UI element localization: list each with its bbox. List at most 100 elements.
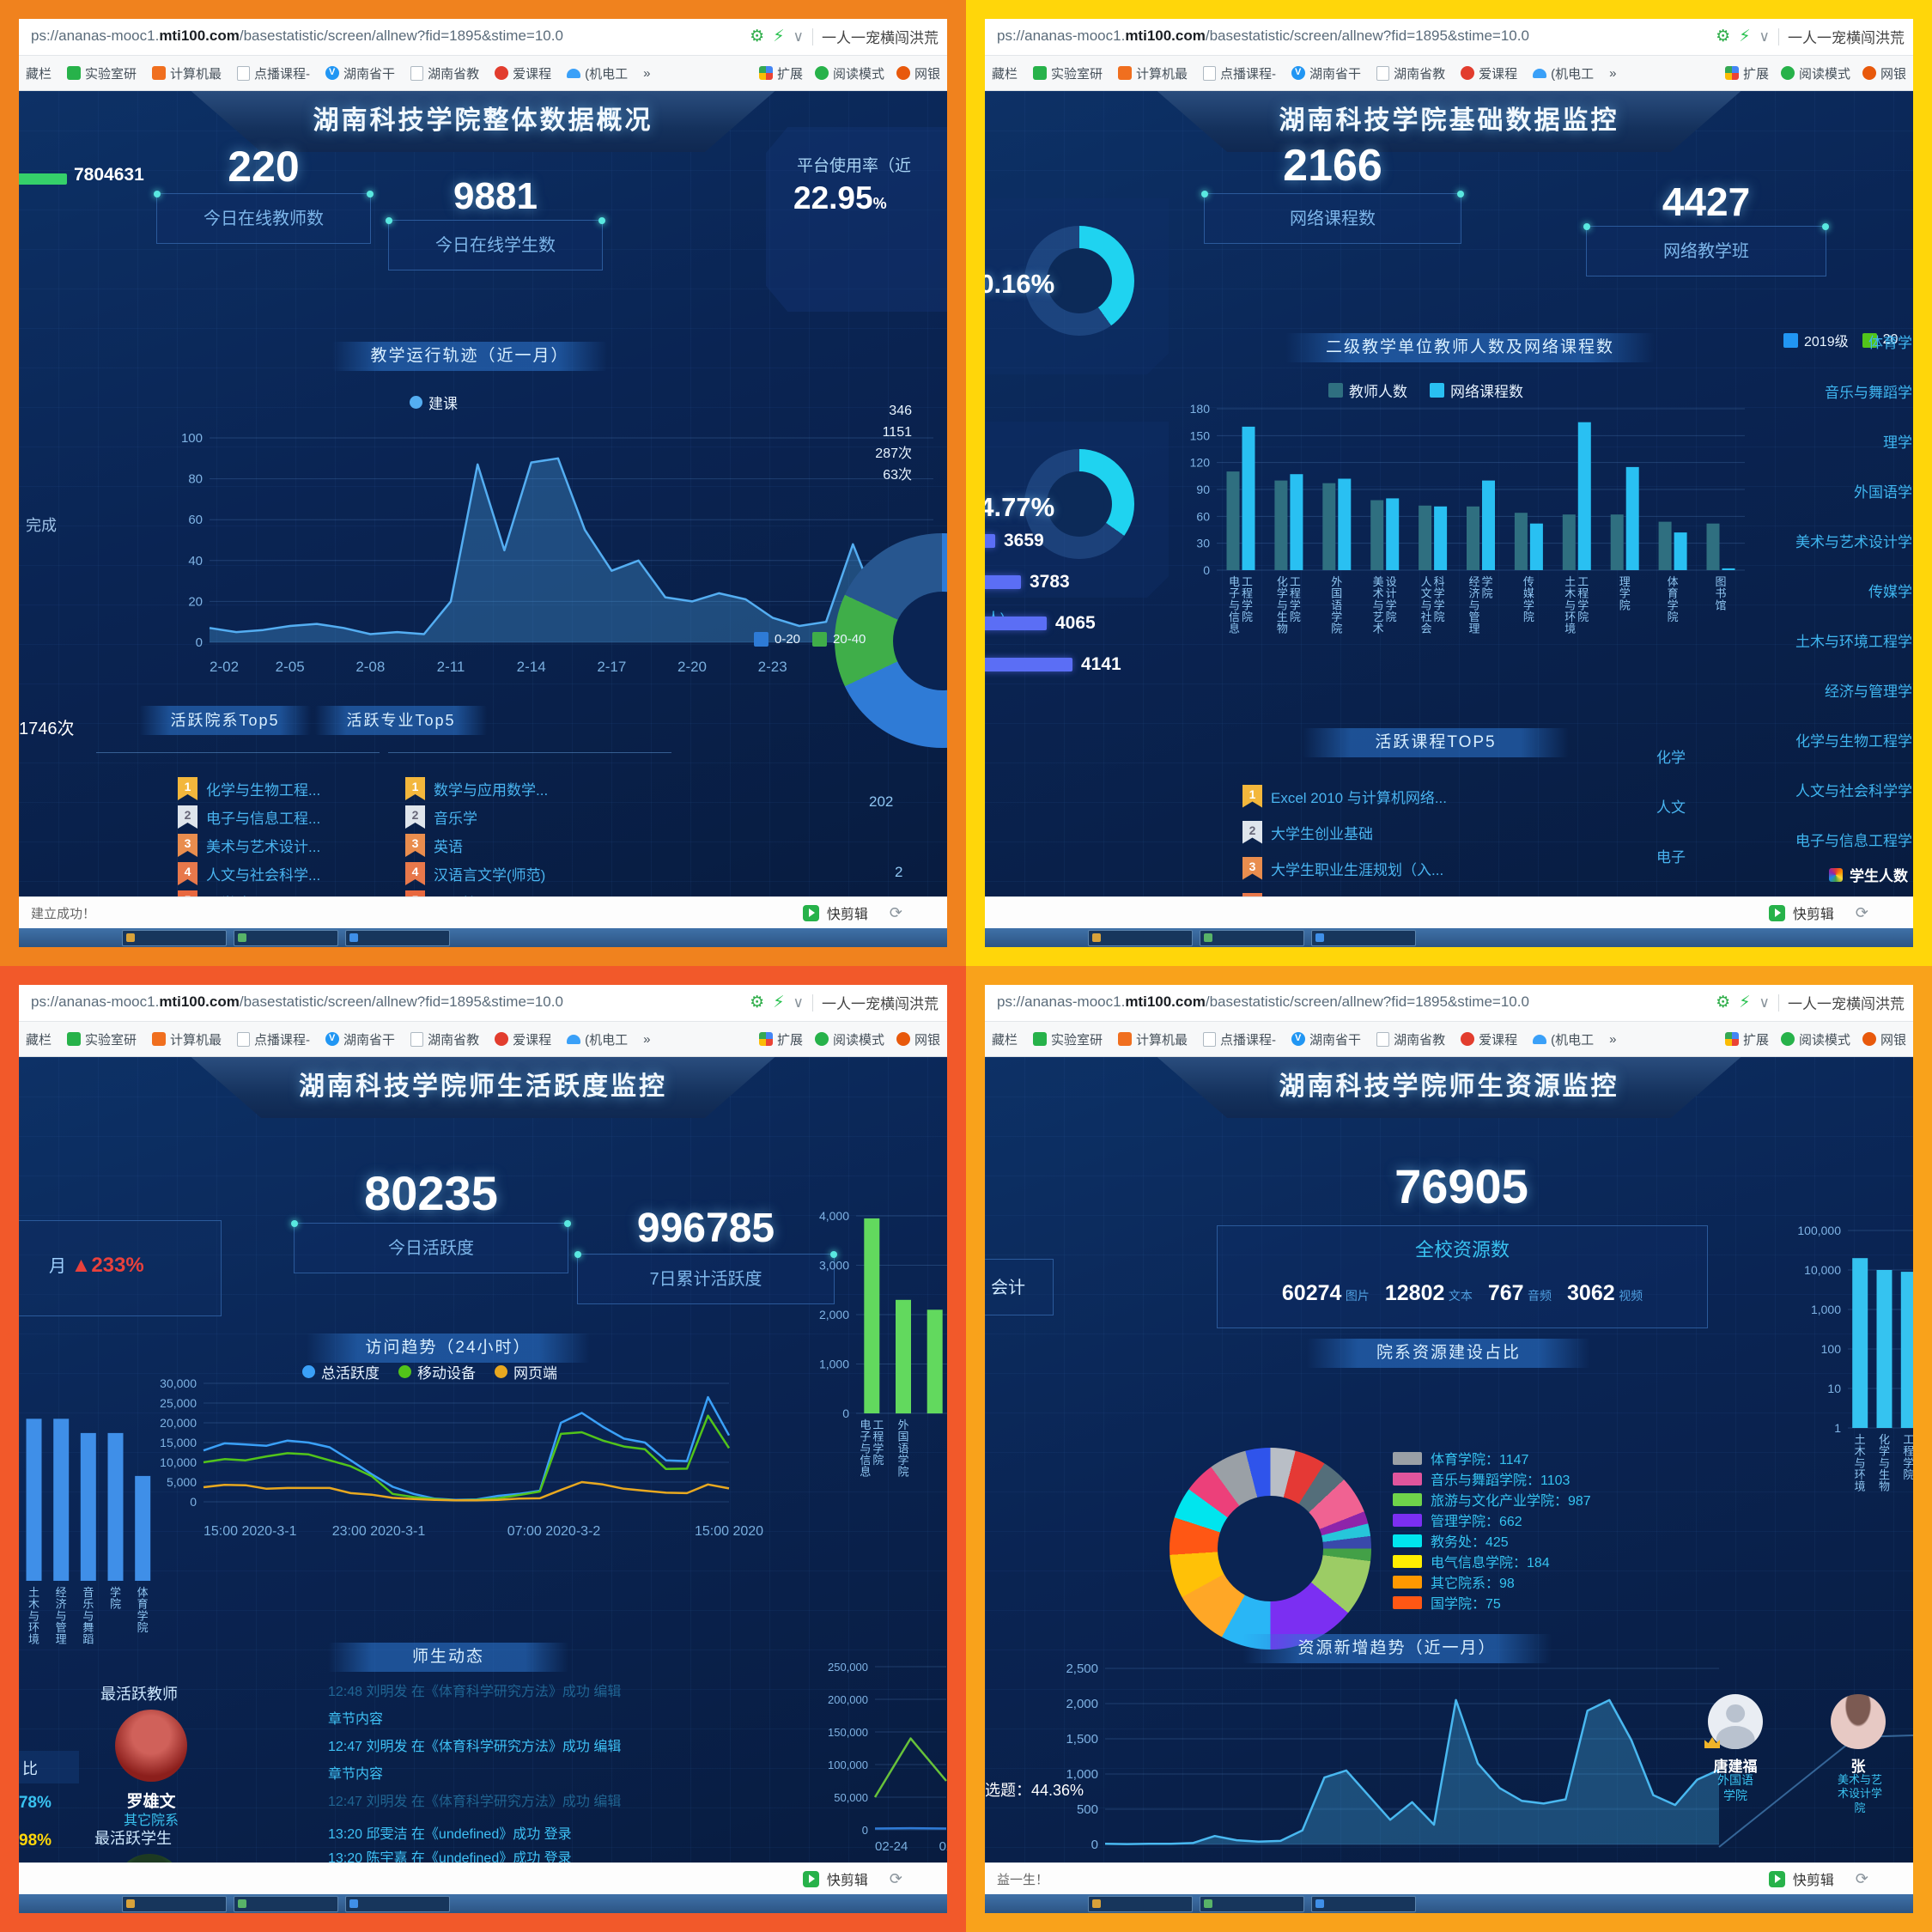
bookmark-item[interactable]: 计算机最 [152, 1030, 222, 1048]
bookmark-item[interactable]: » [643, 65, 651, 81]
bookmark-item[interactable]: 湖南省教 [410, 64, 479, 82]
bookmark-item[interactable]: 藏栏 [992, 66, 1018, 82]
share-icon[interactable]: ⟳ [1855, 903, 1868, 921]
bookmark-item[interactable]: (机电工 [1533, 1030, 1594, 1048]
share-icon[interactable]: ⟳ [889, 903, 902, 921]
browser-url-bar[interactable]: ps://ananas-mooc1.mti100.com/basestatist… [985, 985, 1913, 1022]
bookmark-item[interactable]: » [1609, 1031, 1617, 1047]
taskbar[interactable] [985, 1894, 1913, 1913]
taskbar-window[interactable] [122, 1896, 227, 1912]
gear-icon[interactable]: ⚙ [750, 27, 765, 46]
bookmark-item[interactable]: 实验室研 [1033, 1030, 1103, 1048]
taskbar-window[interactable] [1200, 1896, 1304, 1912]
quickcut-label[interactable]: 快剪辑 [1792, 1874, 1834, 1888]
bookmark-item[interactable]: 点播课程- [237, 1030, 310, 1048]
browser-extension-item[interactable]: 扩展 [1724, 1030, 1769, 1048]
taskbar-window[interactable] [345, 1896, 450, 1912]
browser-extension-item[interactable]: 网银 [896, 64, 940, 82]
quickcut-icon[interactable] [802, 904, 819, 921]
bookmark-item[interactable]: 实验室研 [67, 1030, 137, 1048]
bookmark-item[interactable]: 湖南省干 [325, 64, 395, 82]
quickcut-icon[interactable] [1768, 904, 1785, 921]
lightning-icon[interactable]: ⚡ [1739, 993, 1751, 1012]
browser-extension-item[interactable]: 扩展 [758, 1030, 803, 1048]
url-text[interactable]: ps://ananas-mooc1.mti100.com/basestatist… [997, 993, 1529, 1010]
url-text[interactable]: ps://ananas-mooc1.mti100.com/basestatist… [997, 27, 1529, 44]
browser-extension-item[interactable]: 网银 [896, 1030, 940, 1048]
bookmark-item[interactable]: 爱课程 [495, 1030, 551, 1048]
lightning-icon[interactable]: ⚡ [773, 993, 785, 1012]
taskbar-window[interactable] [234, 1896, 338, 1912]
taskbar-window[interactable] [1200, 930, 1304, 946]
bookmark-item[interactable]: (机电工 [567, 64, 628, 82]
taskbar[interactable] [19, 928, 947, 947]
gear-icon[interactable]: ⚙ [1716, 27, 1731, 46]
gear-icon[interactable]: ⚙ [1716, 993, 1731, 1012]
url-text[interactable]: ps://ananas-mooc1.mti100.com/basestatist… [31, 993, 563, 1010]
taskbar-window[interactable] [1088, 930, 1193, 946]
chevron-down-icon[interactable]: ∨ [1759, 27, 1770, 45]
bookmark-item[interactable]: 计算机最 [1118, 1030, 1188, 1048]
quickcut-label[interactable]: 快剪辑 [826, 908, 868, 922]
bookmark-item[interactable]: 藏栏 [26, 66, 52, 82]
lightning-icon[interactable]: ⚡ [1739, 27, 1751, 46]
bookmark-item[interactable]: 计算机最 [1118, 64, 1188, 82]
bookmark-item[interactable]: 爱课程 [495, 64, 551, 82]
taskbar-window[interactable] [122, 930, 227, 946]
quickcut-label[interactable]: 快剪辑 [1792, 908, 1834, 922]
browser-extension-item[interactable]: 网银 [1862, 64, 1906, 82]
browser-extension-item[interactable]: 扩展 [758, 64, 803, 82]
share-icon[interactable]: ⟳ [1855, 1869, 1868, 1887]
taskbar[interactable] [985, 928, 1913, 947]
taskbar-window[interactable] [345, 930, 450, 946]
bookmark-item[interactable]: (机电工 [1533, 64, 1594, 82]
browser-extension-item[interactable]: 阅读模式 [814, 64, 884, 82]
bookmark-item[interactable]: 爱课程 [1461, 1030, 1517, 1048]
chevron-down-icon[interactable]: ∨ [793, 27, 804, 45]
quickcut-label[interactable]: 快剪辑 [826, 1874, 868, 1888]
url-text[interactable]: ps://ananas-mooc1.mti100.com/basestatist… [31, 27, 563, 44]
browser-extension-item[interactable]: 阅读模式 [1780, 1030, 1850, 1048]
browser-extension-item[interactable]: 扩展 [1724, 64, 1769, 82]
bookmark-item[interactable]: 湖南省干 [325, 1030, 395, 1048]
taskbar-window[interactable] [234, 930, 338, 946]
browser-url-bar[interactable]: ps://ananas-mooc1.mti100.com/basestatist… [19, 985, 947, 1022]
taskbar-window[interactable] [1311, 1896, 1416, 1912]
lightning-icon[interactable]: ⚡ [773, 27, 785, 46]
chevron-down-icon[interactable]: ∨ [1759, 993, 1770, 1011]
bookmark-item[interactable]: 湖南省教 [1376, 1030, 1445, 1048]
bookmark-item[interactable]: 湖南省干 [1291, 1030, 1361, 1048]
share-icon[interactable]: ⟳ [889, 1869, 902, 1887]
bookmark-item[interactable]: 实验室研 [1033, 64, 1103, 82]
quickcut-icon[interactable] [802, 1870, 819, 1887]
bookmark-item[interactable]: » [1609, 65, 1617, 81]
taskbar-window[interactable] [1088, 1896, 1193, 1912]
browser-url-bar[interactable]: ps://ananas-mooc1.mti100.com/basestatist… [19, 19, 947, 56]
bookmark-item[interactable]: 点播课程- [1203, 1030, 1276, 1048]
bookmark-item[interactable]: 爱课程 [1461, 64, 1517, 82]
bookmark-item[interactable]: 计算机最 [152, 64, 222, 82]
bookmark-item[interactable]: 藏栏 [26, 1032, 52, 1048]
bookmark-item[interactable]: 藏栏 [992, 1032, 1018, 1048]
browser-extension-item[interactable]: 阅读模式 [814, 1030, 884, 1048]
bookmark-item[interactable]: » [643, 1031, 651, 1047]
gear-icon[interactable]: ⚙ [750, 993, 765, 1012]
bookmark-item[interactable]: (机电工 [567, 1030, 628, 1048]
browser-extension-item[interactable]: 网银 [1862, 1030, 1906, 1048]
browser-extension-item[interactable]: 阅读模式 [1780, 64, 1850, 82]
chevron-down-icon[interactable]: ∨ [793, 993, 804, 1011]
bookmark-item[interactable]: 实验室研 [67, 64, 137, 82]
bookmark-item[interactable]: 湖南省教 [410, 1030, 479, 1048]
taskbar-window[interactable] [1311, 930, 1416, 946]
bookmark-item[interactable]: 湖南省干 [1291, 64, 1361, 82]
bookmark-item[interactable]: 点播课程- [237, 64, 310, 82]
browser-url-bar[interactable]: ps://ananas-mooc1.mti100.com/basestatist… [985, 19, 1913, 56]
bookmark-item[interactable]: 湖南省教 [1376, 64, 1445, 82]
quickcut-icon[interactable] [1768, 1870, 1785, 1887]
bookmark-item[interactable]: 点播课程- [1203, 64, 1276, 82]
taskbar[interactable] [19, 1894, 947, 1913]
